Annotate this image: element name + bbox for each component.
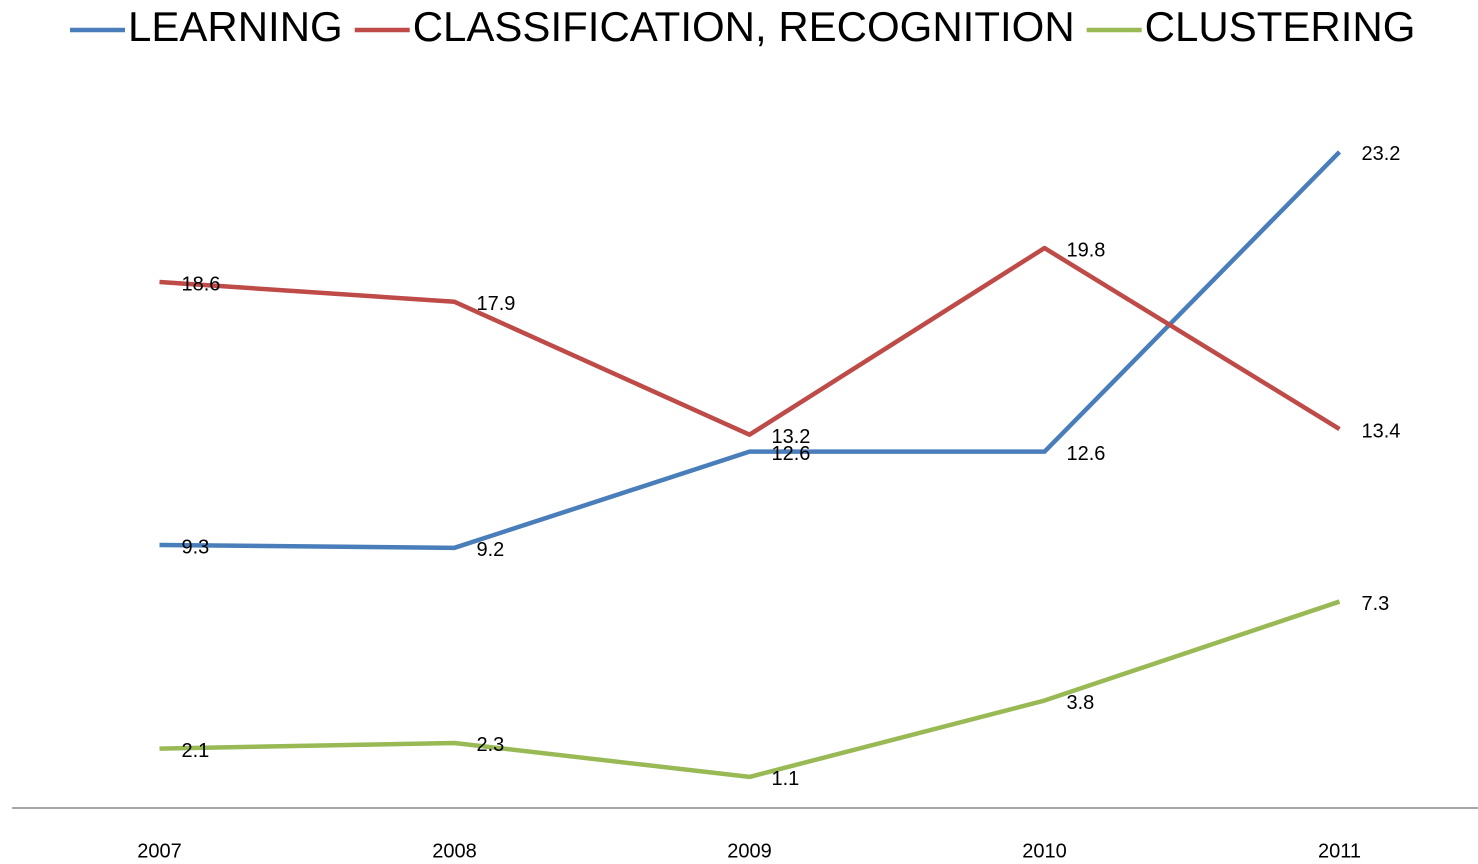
- x-tick-label: 2009: [727, 840, 772, 862]
- x-tick-label: 2007: [137, 840, 182, 862]
- data-label: 7.3: [1362, 593, 1390, 615]
- data-label: 9.2: [477, 539, 505, 561]
- data-label: 19.8: [1067, 239, 1106, 261]
- legend-label: CLUSTERING: [1145, 3, 1416, 50]
- x-tick-label: 2010: [1022, 840, 1067, 862]
- data-label: 2.1: [182, 740, 210, 762]
- series-line: [159, 245, 1341, 437]
- series-line: [159, 599, 1341, 780]
- x-tick-label: 2008: [432, 840, 477, 862]
- x-tick-label: 2011: [1318, 840, 1361, 862]
- data-label: 17.9: [477, 293, 516, 315]
- data-label: 12.6: [1067, 443, 1106, 465]
- data-label: 9.3: [182, 536, 210, 558]
- legend-label: CLASSIFICATION, RECOGNITION: [413, 3, 1075, 50]
- data-label: 23.2: [1362, 143, 1401, 165]
- data-label: 1.1: [772, 768, 800, 790]
- series-line: [159, 150, 1342, 551]
- data-label: 13.4: [1362, 420, 1401, 442]
- legend-label: LEARNING: [128, 3, 343, 50]
- data-label: 13.2: [772, 426, 811, 448]
- data-label: 12.6: [772, 443, 811, 465]
- data-label: 18.6: [182, 273, 221, 295]
- data-label: 2.3: [477, 734, 505, 756]
- data-label: 3.8: [1067, 692, 1095, 714]
